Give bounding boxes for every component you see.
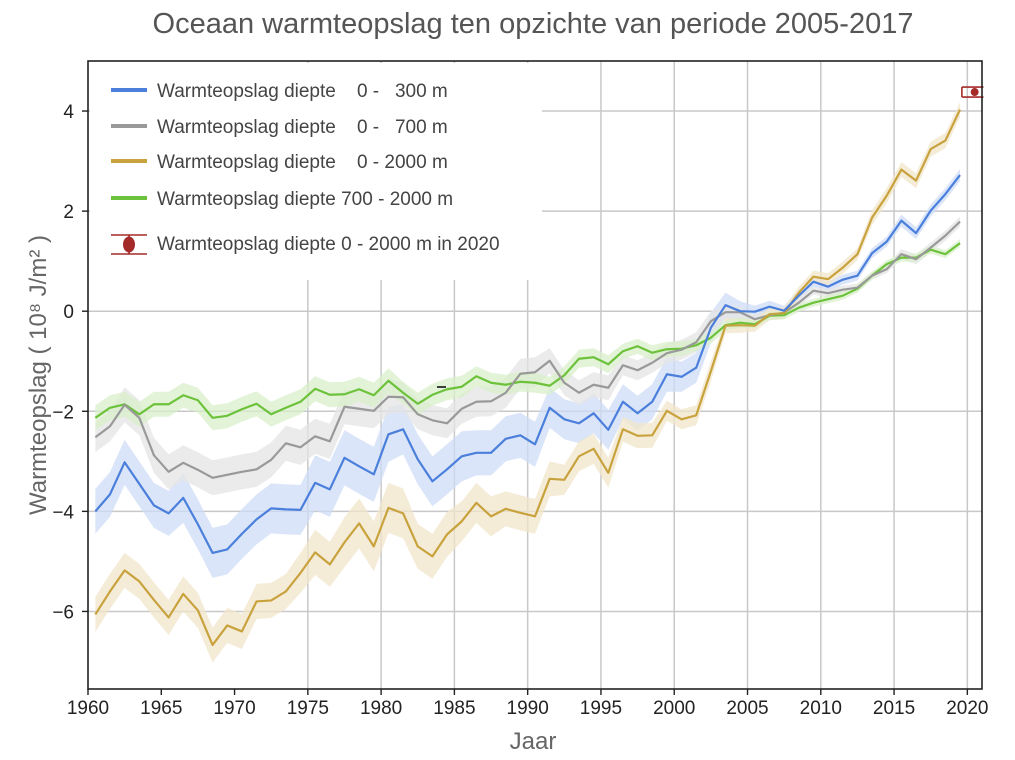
legend: Warmteopslag diepte 0 - 300 m Warmteopsl… bbox=[90, 63, 542, 280]
legend-label-2020: Warmteopslag diepte 0 - 2000 m in 2020 bbox=[157, 234, 500, 255]
series-2 bbox=[94, 109, 962, 647]
y-tick-label: 0 bbox=[63, 302, 74, 323]
series-line-0 bbox=[94, 174, 961, 554]
y-tick-label: −2 bbox=[52, 402, 74, 423]
legend-label-700-2000: Warmteopslag diepte 700 - 2000 m bbox=[157, 189, 453, 210]
uncertainty-band-3 bbox=[95, 239, 961, 431]
uncertainty-band-1 bbox=[95, 216, 961, 496]
x-tick-label: 1995 bbox=[580, 698, 622, 719]
y-tick-label: −4 bbox=[52, 502, 74, 523]
x-axis-label: Jaar bbox=[510, 728, 557, 755]
y-axis-label: Warmteopslag ( 10⁸ J/m² ) bbox=[25, 235, 52, 515]
uncertainty-band-2 bbox=[95, 102, 961, 663]
series-lines bbox=[94, 109, 962, 647]
legend-label-0-2000: Warmteopslag diepte 0 - 2000 m bbox=[157, 152, 448, 173]
x-tick-label: 1985 bbox=[433, 698, 475, 719]
error-bar-2020 bbox=[961, 86, 984, 98]
plot-frame bbox=[87, 60, 983, 690]
legend-label-0-300: Warmteopslag diepte 0 - 300 m bbox=[157, 81, 448, 102]
x-tick-label: 1965 bbox=[140, 698, 182, 719]
x-tick-label: 1970 bbox=[213, 698, 255, 719]
x-tick-label: 2020 bbox=[946, 698, 988, 719]
uncertainty-bands bbox=[95, 102, 961, 663]
y-axis-ticks: −6 −4 −2 0 2 4 bbox=[52, 102, 88, 623]
chart-title: Oceaan warmteopslag ten opzichte van per… bbox=[153, 8, 914, 40]
x-tick-label: 1960 bbox=[67, 698, 109, 719]
x-tick-label: 2000 bbox=[653, 698, 695, 719]
x-tick-label: 1990 bbox=[507, 698, 549, 719]
series-line-3 bbox=[94, 242, 961, 419]
y-tick-label: 4 bbox=[63, 102, 74, 123]
legend-label-0-700: Warmteopslag diepte 0 - 700 m bbox=[157, 117, 448, 138]
x-tick-label: 1975 bbox=[287, 698, 329, 719]
series-line-1 bbox=[94, 220, 961, 479]
x-axis-ticks: 1960 1965 1970 1975 1980 1985 1990 1995 2000 2005… bbox=[67, 689, 988, 719]
series-line-2 bbox=[94, 109, 962, 647]
legend-errorbar-marker bbox=[111, 234, 147, 255]
x-tick-label: 2005 bbox=[726, 698, 768, 719]
y-tick-label: −6 bbox=[52, 602, 74, 623]
point-2020 bbox=[970, 88, 979, 97]
legend-background bbox=[90, 63, 542, 280]
x-tick-label: 1980 bbox=[360, 698, 402, 719]
x-tick-label: 2010 bbox=[800, 698, 842, 719]
x-tick-label: 2015 bbox=[873, 698, 915, 719]
y-tick-label: 2 bbox=[63, 202, 74, 223]
series-0 bbox=[94, 174, 961, 554]
uncertainty-band-0 bbox=[95, 169, 961, 578]
